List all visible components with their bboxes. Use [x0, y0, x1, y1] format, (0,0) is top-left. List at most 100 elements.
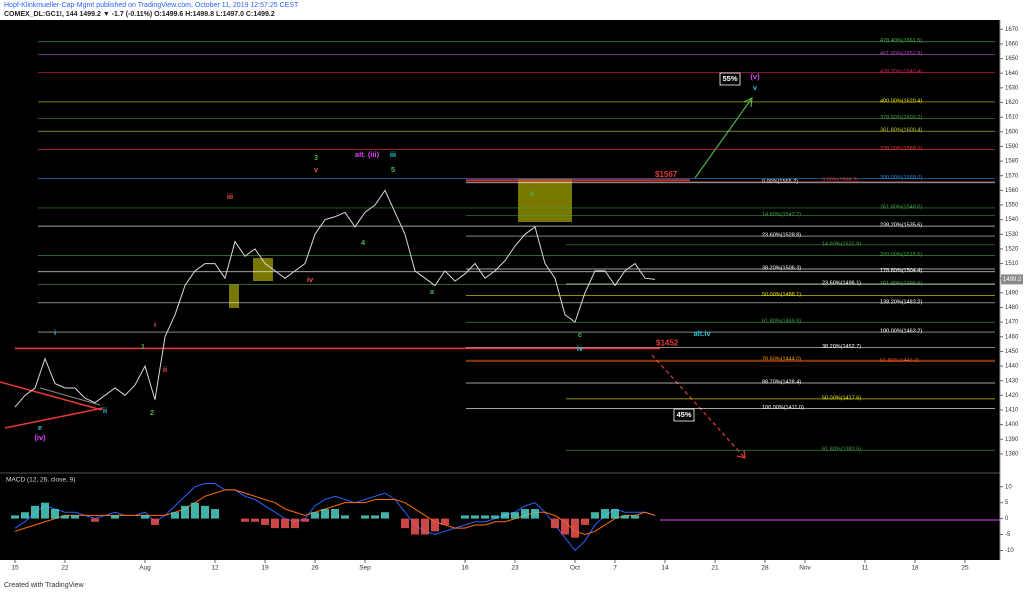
histogram-bar [421, 518, 429, 535]
wave-label: v [314, 165, 319, 174]
histogram-bar [141, 515, 149, 519]
histogram-bar [151, 518, 159, 525]
y-tick-label: 1600 [1005, 129, 1019, 135]
scenario-label: 45% [676, 410, 691, 419]
price-line-label: $1452 [656, 339, 679, 348]
histogram-bar [501, 512, 509, 519]
histogram-bar [471, 515, 479, 519]
histogram-bar [361, 515, 369, 519]
histogram-bar [531, 509, 539, 519]
y-tick-label: -5 [1005, 532, 1011, 538]
y-tick-label: 1540 [1005, 217, 1019, 223]
x-tick-label: 7 [613, 565, 617, 572]
x-tick-label: 23 [511, 565, 519, 572]
trend-line [39, 387, 101, 406]
y-tick-label: 1650 [1005, 56, 1019, 62]
wave-label: 2 [150, 408, 154, 417]
fib-label: 23.60%(1528.8) [762, 232, 801, 238]
y-tick-label: 1490 [1005, 290, 1019, 296]
histogram-bar [301, 518, 309, 522]
wave-label: 3 [314, 153, 318, 162]
histogram-bar [211, 509, 219, 519]
fib-label: 78.60%(1444.0) [762, 357, 801, 363]
y-tick-label: 0 [1005, 516, 1009, 522]
fib-label: 0.00%(1565.2) [762, 179, 798, 185]
wave-label: i [154, 320, 156, 329]
wave-label: e [38, 423, 42, 432]
wave-label: ii [103, 406, 107, 415]
fib-label: 61.80%(1443.2) [880, 358, 919, 364]
y-tick-label: 1430 [1005, 378, 1019, 384]
x-tick-label: Oct [570, 565, 580, 572]
histogram-bar [171, 512, 179, 519]
x-tick-label: Nov [799, 565, 811, 572]
histogram-bar [401, 518, 409, 529]
y-tick-label: 10 [1005, 484, 1012, 490]
fib-label: 50.00%(1417.6) [822, 395, 861, 401]
macd-line [14, 483, 656, 552]
fib-label: 50.00%(1488.1) [762, 292, 801, 298]
wave-label: iv [307, 275, 314, 284]
y-tick-label: 1560 [1005, 188, 1019, 194]
x-tick-label: 11 [862, 565, 869, 572]
x-tick-label: 15 [11, 565, 19, 572]
fib-label: 438.20%(1640.4) [880, 69, 922, 75]
histogram-bar [521, 509, 529, 519]
y-tick-label: 1640 [1005, 71, 1019, 77]
plot-background [0, 20, 1000, 560]
y-tick-label: 1510 [1005, 261, 1019, 267]
y-tick-label: 1660 [1005, 42, 1019, 48]
arrow-head [736, 449, 746, 459]
x-tick-label: 28 [761, 565, 769, 572]
y-tick-label: 1470 [1005, 320, 1019, 326]
fib-label: 300.00%(1568.0) [880, 175, 922, 181]
histogram-bar [21, 512, 29, 519]
y-tick-label: 1570 [1005, 173, 1019, 179]
x-tick-label: 14 [661, 565, 669, 572]
wedge-line [0, 381, 103, 411]
histogram-bar [621, 515, 629, 519]
wave-label: 4 [361, 238, 366, 247]
histogram-bar [631, 515, 639, 519]
wave-label: b [530, 189, 535, 198]
y-tick-label: 1620 [1005, 100, 1019, 106]
y-tick-label: 1610 [1005, 115, 1019, 121]
y-tick-label: 1420 [1005, 393, 1019, 399]
y-tick-label: 1480 [1005, 305, 1019, 311]
histogram-bar [241, 518, 249, 522]
scenario-box [673, 408, 695, 422]
wave-label: c [578, 330, 582, 339]
wave-label: v [753, 83, 758, 92]
histogram-bar [271, 518, 279, 529]
fib-label: 238.20%(1535.6) [880, 223, 922, 229]
histogram-bar [511, 512, 519, 519]
fib-label: 61.80%(1382.5) [822, 447, 861, 453]
histogram-bar [491, 515, 499, 519]
wave-label: a [430, 287, 435, 296]
y-tick-label: 1450 [1005, 349, 1019, 355]
y-tick-label: 1530 [1005, 232, 1019, 238]
fib-label: 478.40%(1661.5) [880, 38, 922, 44]
fib-label: 400.00%(1620.4) [880, 98, 922, 104]
y-tick-label: 1460 [1005, 334, 1019, 340]
x-tick-label: 21 [711, 565, 719, 572]
x-tick-label: 12 [211, 565, 219, 572]
x-tick-label: 19 [261, 565, 269, 572]
fib-label: 38.20%(1506.3) [762, 265, 801, 271]
y-tick-label: 1380 [1005, 451, 1019, 457]
histogram-bar [11, 515, 19, 519]
zone-box [229, 284, 239, 308]
zone-box [253, 258, 273, 281]
histogram-bar [201, 505, 209, 519]
histogram-bar [381, 512, 389, 519]
y-tick-label: 5 [1005, 500, 1009, 506]
price-line-series [14, 189, 656, 408]
histogram-bar [551, 518, 559, 529]
fib-label: 14.60%(1522.8) [822, 241, 861, 247]
y-tick-label: 1670 [1005, 27, 1019, 33]
x-tick-label: 16 [461, 565, 469, 572]
fib-label: 261.80%(1548.0) [880, 204, 922, 210]
scenario-arrow [651, 354, 746, 459]
fib-label: 200.00%(1515.6) [880, 252, 922, 258]
